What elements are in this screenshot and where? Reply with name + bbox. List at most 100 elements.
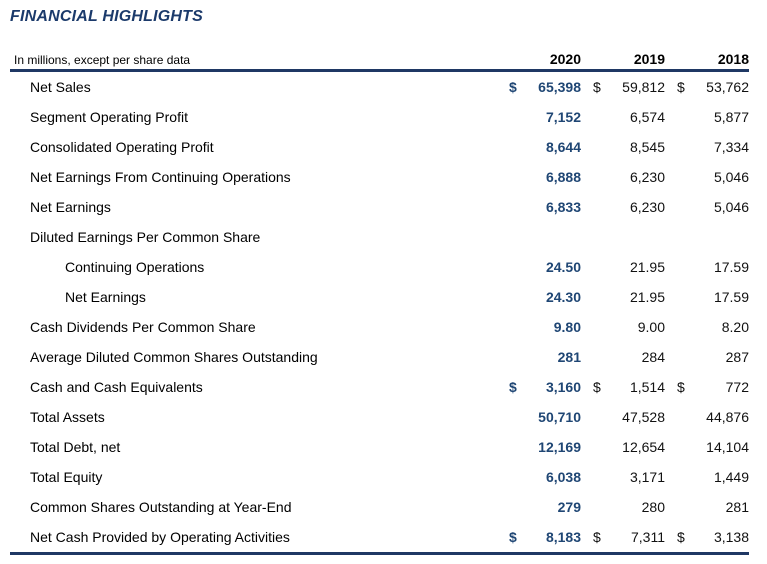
row-label: Total Assets [30,409,105,425]
value-cell-2018: 1,449 [677,469,749,485]
value-cell-2020: 8,644 [509,139,581,155]
value-cell-2019: 21.95 [593,289,665,305]
value-2018: 53,762 [706,79,749,95]
row-label: Net Earnings From Continuing Operations [30,169,291,185]
value-2018: 7,334 [713,139,749,155]
value-cell-2019: 3,171 [593,469,665,485]
value-2019: 1,514 [629,379,665,395]
value-cell-2020: 50,710 [509,409,581,425]
table-body: Net Sales $ 65,398 $ 59,812 $ 53,762 Seg… [10,72,749,555]
value-2020: 65,398 [538,79,581,95]
value-cell-2019: 21.95 [593,259,665,275]
value-2020: 281 [557,349,581,365]
value-2020: 7,152 [545,109,581,125]
value-cell-2019: 6,230 [593,199,665,215]
table-row: Consolidated Operating Profit 8,644 8,54… [10,132,749,162]
value-2019: 8,545 [629,139,665,155]
table-row: Net Cash Provided by Operating Activitie… [10,522,749,552]
value-2020: 6,888 [545,169,581,185]
value-2020: 24.50 [545,259,581,275]
value-cell-2019: $ 1,514 [593,379,665,395]
dollar-sign-2020: $ [509,529,517,545]
dollar-sign-2020: $ [509,79,517,95]
table-row: Total Debt, net 12,169 12,654 14,104 [10,432,749,462]
value-cell-2018: 17.59 [677,259,749,275]
value-cell-2018: 14,104 [677,439,749,455]
value-cell-2020: 24.50 [509,259,581,275]
value-2018: 44,876 [706,409,749,425]
row-label: Diluted Earnings Per Common Share [30,229,261,245]
value-2019: 284 [641,349,665,365]
value-cell-2020: 7,152 [509,109,581,125]
table-row: Segment Operating Profit 7,152 6,574 5,8… [10,102,749,132]
value-2018: 5,046 [713,199,749,215]
value-cell-2019: 284 [593,349,665,365]
value-2018: 17.59 [713,289,749,305]
value-cell-2019: 12,654 [593,439,665,455]
value-cell-2020: 24.30 [509,289,581,305]
value-cell-2019: $ 7,311 [593,529,665,545]
value-2020: 8,183 [545,529,581,545]
value-cell-2018: $ 772 [677,379,749,395]
page-title: FINANCIAL HIGHLIGHTS [10,8,204,25]
value-2019: 7,311 [631,529,665,545]
value-cell-2020: 281 [509,349,581,365]
value-cell-2019: 6,574 [593,109,665,125]
value-2018: 8.20 [721,319,749,335]
dollar-sign-2018: $ [677,79,685,95]
table-row: Net Sales $ 65,398 $ 59,812 $ 53,762 [10,72,749,102]
value-2020: 24.30 [545,289,581,305]
value-2020: 50,710 [538,409,581,425]
value-cell-2020: 6,833 [509,199,581,215]
value-cell-2018: $ 3,138 [677,529,749,545]
column-header-2019: 2019 [633,51,665,67]
year-columns: 2020 2019 2018 [497,51,749,67]
value-2019: 280 [641,499,665,515]
value-2020: 8,644 [545,139,581,155]
value-2020: 6,038 [545,469,581,485]
row-label: Net Sales [30,79,91,95]
table-row: Net Earnings 24.30 21.95 17.59 [10,282,749,312]
value-cell-2020: 279 [509,499,581,515]
value-cell-2018: 5,046 [677,169,749,185]
value-cell-2019: 8,545 [593,139,665,155]
row-label: Total Equity [30,469,103,485]
value-cell-2018: $ 53,762 [677,79,749,95]
table-row: Total Assets 50,710 47,528 44,876 [10,402,749,432]
table-row: Total Equity 6,038 3,171 1,449 [10,462,749,492]
value-cell-2018: 8.20 [677,319,749,335]
value-cell-2018: 5,877 [677,109,749,125]
units-note: In millions, except per share data [14,53,191,67]
value-2018: 1,449 [713,469,749,485]
value-cell-2018: 5,046 [677,199,749,215]
row-label: Net Cash Provided by Operating Activitie… [30,529,290,545]
column-header-2018: 2018 [717,51,749,67]
dollar-sign-2019: $ [593,79,601,95]
value-2019: 6,230 [629,169,665,185]
value-2019: 21.95 [629,289,665,305]
value-2019: 12,654 [622,439,665,455]
value-cell-2018: 287 [677,349,749,365]
column-header-2020: 2020 [549,51,581,67]
dollar-sign-2019: $ [593,379,601,395]
value-2020: 6,833 [545,199,581,215]
row-label: Average Diluted Common Shares Outstandin… [30,349,318,365]
value-2020: 279 [557,499,581,515]
value-cell-2018: 7,334 [677,139,749,155]
table-row: Net Earnings From Continuing Operations … [10,162,749,192]
row-label: Continuing Operations [65,259,205,275]
value-2018: 14,104 [706,439,749,455]
table-row: Continuing Operations 24.50 21.95 17.59 [10,252,749,282]
table-row: Cash and Cash Equivalents $ 3,160 $ 1,51… [10,372,749,402]
value-2019: 59,812 [622,79,665,95]
dollar-sign-2018: $ [677,379,685,395]
value-cell-2019: 9.00 [593,319,665,335]
value-2019: 6,574 [629,109,665,125]
value-2019: 3,171 [629,469,665,485]
value-cell-2020: $ 3,160 [509,379,581,395]
table-row: Diluted Earnings Per Common Share [10,222,749,252]
row-label: Segment Operating Profit [30,109,188,125]
row-label: Total Debt, net [30,439,121,455]
row-label: Net Earnings [30,199,111,215]
